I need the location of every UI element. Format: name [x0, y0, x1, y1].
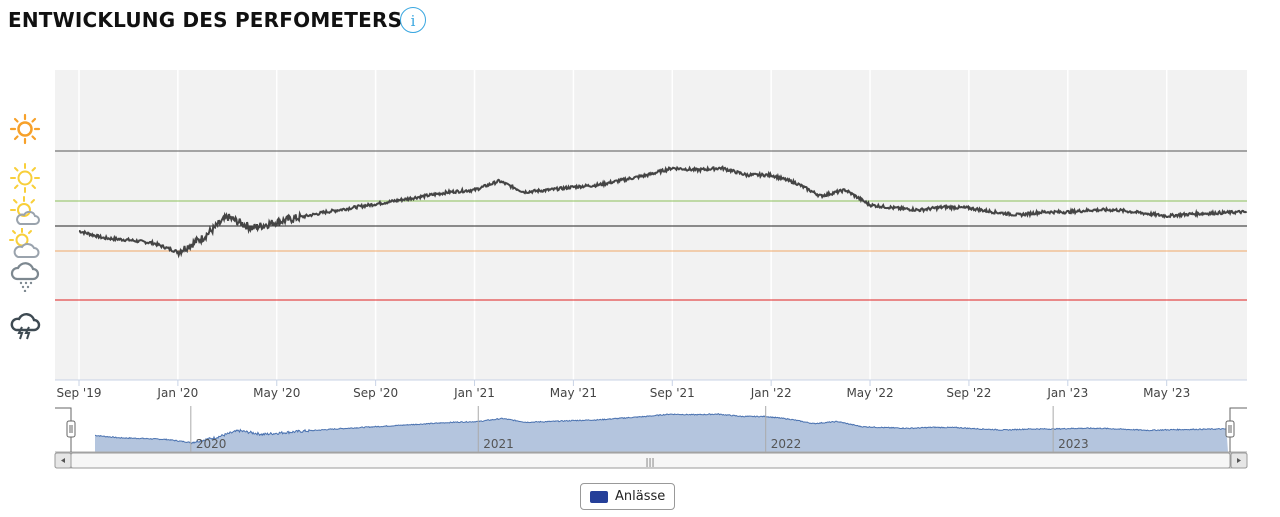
info-icon[interactable]: i: [400, 7, 426, 33]
legend-item-anlaesse[interactable]: Anlässe: [580, 483, 675, 510]
arrow-right-icon: [1237, 458, 1241, 463]
scrollbar-grip: |||: [645, 458, 654, 468]
thunderstorm-icon: [10, 313, 41, 340]
legend-swatch: [590, 490, 608, 503]
x-tick-label: Sep '20: [353, 386, 398, 400]
x-tick-label: May '20: [253, 386, 300, 400]
rain-cloud-icon: [10, 262, 40, 292]
navigator-handle[interactable]: [66, 420, 76, 438]
page-title: ENTWICKLUNG DES PERFOMETERS: [8, 8, 403, 32]
navigator-tick-label: 2022: [771, 437, 802, 451]
x-tick-label: Sep '21: [650, 386, 695, 400]
navigator-area: [95, 413, 1228, 452]
sun-icon: [10, 163, 40, 193]
navigator-handle[interactable]: [1225, 420, 1235, 438]
x-tick-label: May '22: [846, 386, 893, 400]
x-tick-label: Jan '23: [1046, 386, 1088, 400]
partly-cloudy-icon: [9, 228, 40, 258]
navigator-tick-label: 2023: [1058, 437, 1089, 451]
navigator-tick-label: 2021: [483, 437, 514, 451]
arrow-left-icon: [61, 458, 65, 463]
x-tick-label: Sep '22: [946, 386, 991, 400]
x-tick-label: Jan '20: [156, 386, 198, 400]
x-tick-label: Jan '22: [750, 386, 792, 400]
x-tick-label: Jan '21: [453, 386, 495, 400]
sun-strong-icon: [9, 113, 41, 145]
series-line: [78, 165, 1248, 259]
sun-cloud-icon: [10, 196, 40, 225]
x-tick-label: Sep '19: [57, 386, 102, 400]
navigator-line: [95, 413, 1227, 445]
x-tick-label: May '23: [1143, 386, 1190, 400]
legend-label: Anlässe: [615, 489, 666, 504]
navigator-tick-label: 2020: [196, 437, 227, 451]
x-tick-label: May '21: [550, 386, 597, 400]
